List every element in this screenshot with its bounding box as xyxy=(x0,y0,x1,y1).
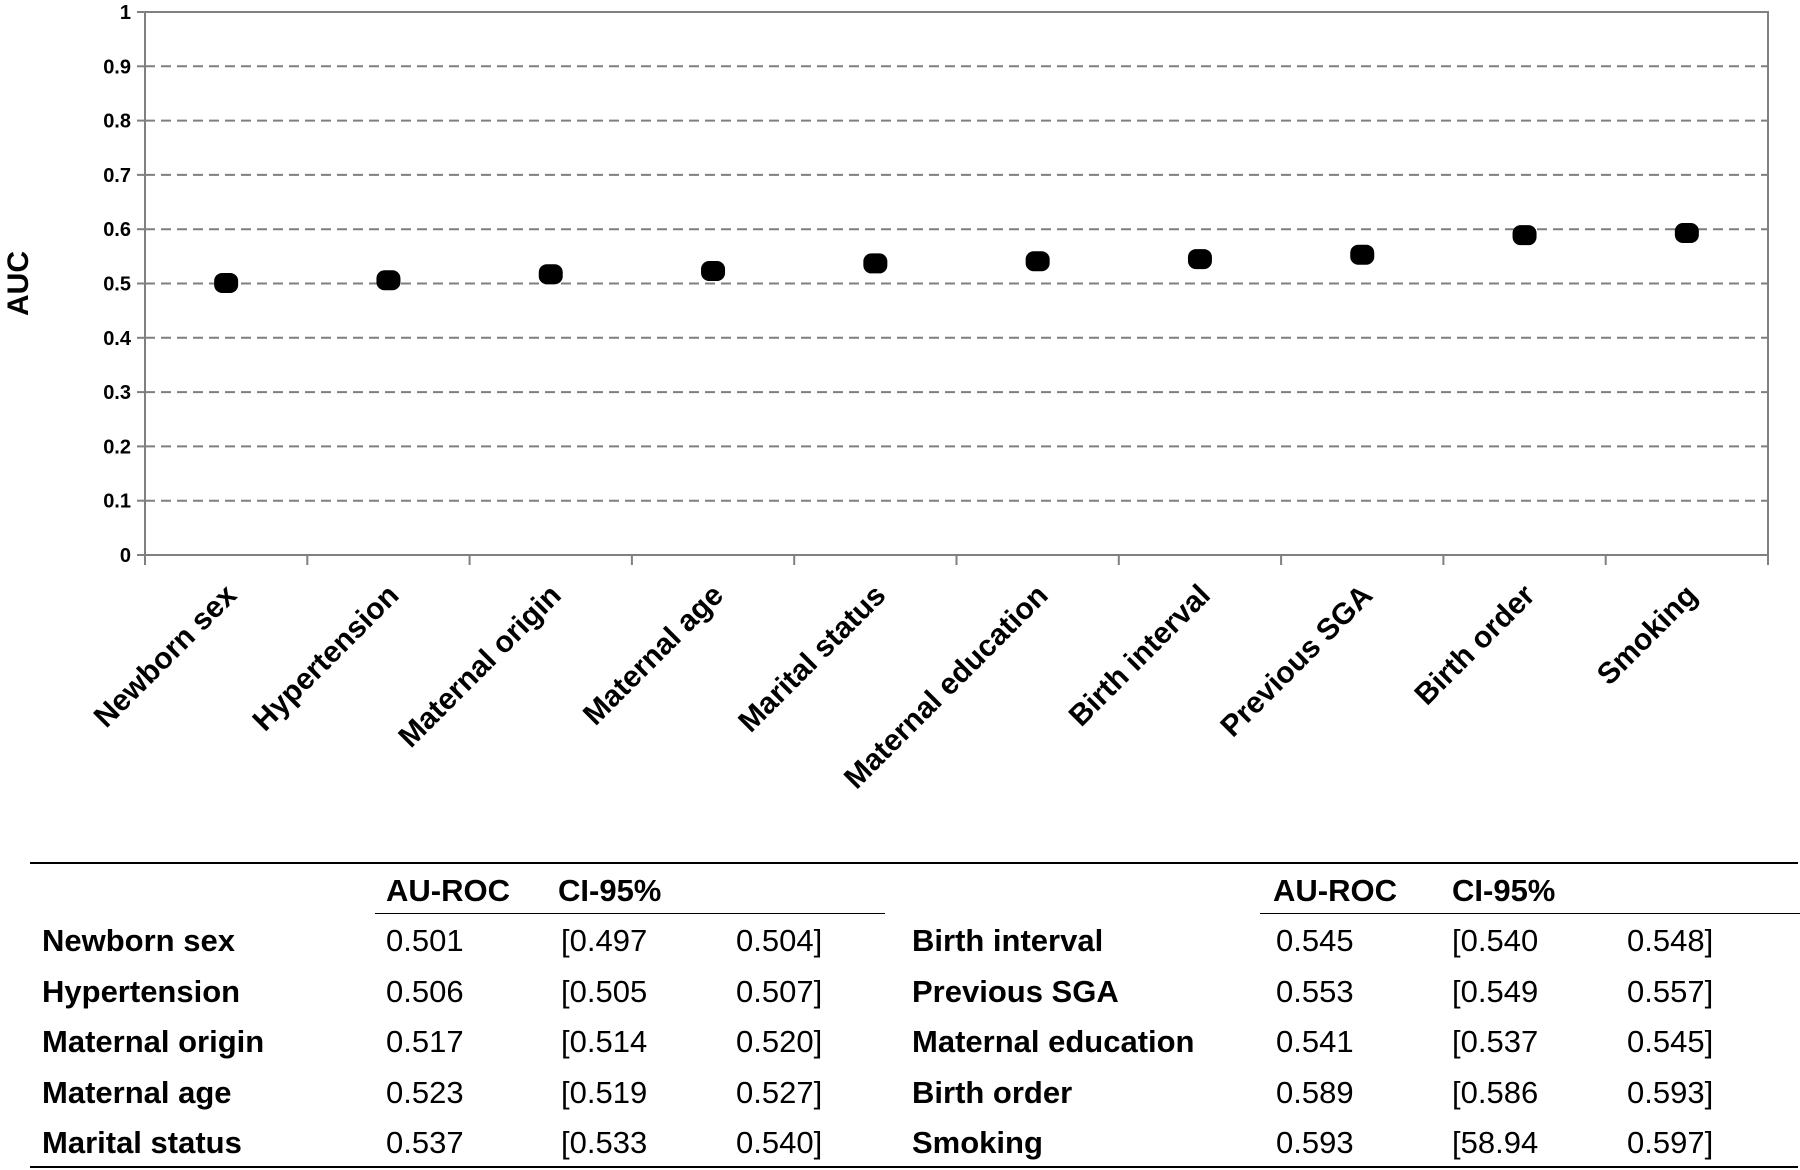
right-auroc-cell: 0.545 xyxy=(1276,923,1354,958)
right-ci-high-cell: 0.557] xyxy=(1627,973,1714,1009)
right-ci-high-cell: 0.597] xyxy=(1627,1125,1714,1160)
left-auroc-header: AU-ROC xyxy=(386,873,510,908)
right-auroc-header: AU-ROC xyxy=(1273,873,1397,908)
left-auroc-cell: 0.517 xyxy=(386,1024,464,1059)
left-ci-header: CI-95% xyxy=(558,873,662,908)
left-ci-low-cell: [0.505 xyxy=(561,973,648,1009)
data-point xyxy=(1350,244,1375,265)
data-point xyxy=(1512,225,1537,246)
x-category-label: Smoking xyxy=(1591,579,1704,692)
y-tick-label: 0.3 xyxy=(103,382,131,404)
left-ci-high-cell: 0.520] xyxy=(736,1024,823,1059)
y-tick-label: 0.8 xyxy=(103,111,131,133)
data-point xyxy=(1025,251,1050,272)
left-label-cell: Newborn sex xyxy=(42,923,235,958)
y-tick-label: 0.7 xyxy=(103,165,131,187)
data-points xyxy=(214,223,1699,293)
y-tick-label: 0.9 xyxy=(103,56,131,78)
data-point xyxy=(376,270,401,291)
x-category-label: Birth interval xyxy=(1063,579,1217,733)
left-auroc-cell: 0.506 xyxy=(386,973,464,1009)
header-underline-right xyxy=(1260,913,1800,914)
data-point xyxy=(1674,223,1699,244)
x-category-label: Birth order xyxy=(1409,578,1542,711)
y-tick-label: 0.1 xyxy=(103,491,131,513)
right-ci-high-cell: 0.593] xyxy=(1627,1074,1714,1110)
data-point xyxy=(701,261,726,282)
x-category-label: Maternal age xyxy=(577,579,730,732)
right-ci-low-cell: [0.586 xyxy=(1452,1074,1539,1110)
left-ci-low-cell: [0.519 xyxy=(561,1074,648,1110)
left-label-cell: Hypertension xyxy=(42,973,241,1009)
left-auroc-cell: 0.537 xyxy=(386,1125,464,1160)
table-top-rule xyxy=(30,862,1798,864)
left-ci-low-cell: [0.533 xyxy=(561,1125,648,1160)
right-ci-low-cell: [0.540 xyxy=(1452,923,1539,958)
left-ci-high-cell: 0.507] xyxy=(736,973,823,1009)
x-category-label: Maternal origin xyxy=(392,579,567,754)
right-auroc-cell: 0.593 xyxy=(1276,1125,1354,1160)
right-label-cell: Birth interval xyxy=(912,923,1104,958)
right-ci-high-cell: 0.545] xyxy=(1627,1024,1714,1059)
data-point xyxy=(863,253,888,274)
data-point xyxy=(1187,249,1212,270)
gridlines xyxy=(145,65,1768,502)
y-tick-label: 0.2 xyxy=(103,436,131,458)
x-category-label: Hypertension xyxy=(246,579,405,738)
left-ci-low-cell: [0.497 xyxy=(561,923,648,958)
left-label-cell: Maternal origin xyxy=(42,1024,265,1059)
left-ci-low-cell: [0.514 xyxy=(561,1024,648,1059)
y-tick-label: 0.6 xyxy=(103,219,131,241)
right-auroc-cell: 0.589 xyxy=(1276,1074,1354,1110)
right-label-cell: Smoking xyxy=(912,1125,1043,1160)
right-label-cell: Previous SGA xyxy=(912,973,1119,1009)
x-category-label: Previous SGA xyxy=(1214,579,1379,744)
table-bottom-rule xyxy=(30,1166,1798,1168)
data-point xyxy=(214,272,239,293)
header-underline-left xyxy=(375,913,885,914)
left-auroc-cell: 0.501 xyxy=(386,923,464,958)
right-ci-low-cell: [0.537 xyxy=(1452,1024,1539,1059)
left-label-cell: Marital status xyxy=(42,1125,242,1160)
y-axis: 0 0.1 0.2 0.3 0.4 0.5 0.6 0.7 0.8 0.9 1 xyxy=(103,2,145,567)
right-auroc-cell: 0.541 xyxy=(1276,1024,1354,1059)
right-label-cell: Birth order xyxy=(912,1074,1073,1110)
y-tick-label: 0.5 xyxy=(103,274,131,296)
right-auroc-cell: 0.553 xyxy=(1276,973,1354,1009)
y-tick-label: 0.4 xyxy=(103,328,132,350)
x-category-label: Newborn sex xyxy=(88,578,244,734)
left-ci-high-cell: 0.504] xyxy=(736,923,823,958)
left-label-cell: Maternal age xyxy=(42,1074,232,1110)
left-auroc-cell: 0.523 xyxy=(386,1074,464,1110)
auc-chart: 0 0.1 0.2 0.3 0.4 0.5 0.6 0.7 0.8 0.9 1 Newborn se… xyxy=(2,2,1769,795)
left-ci-high-cell: 0.540] xyxy=(736,1125,823,1160)
right-label-cell: Maternal education xyxy=(912,1024,1195,1059)
data-point xyxy=(538,264,563,285)
y-axis-label: AUC xyxy=(2,251,35,316)
x-category-label: Marital status xyxy=(732,579,892,739)
right-ci-high-cell: 0.548] xyxy=(1627,923,1714,958)
y-tick-label: 1 xyxy=(120,2,131,24)
right-ci-header: CI-95% xyxy=(1452,873,1556,908)
left-ci-high-cell: 0.527] xyxy=(736,1074,823,1110)
right-ci-low-cell: [58.94 xyxy=(1452,1125,1539,1160)
right-ci-low-cell: [0.549 xyxy=(1452,973,1539,1009)
y-tick-label: 0 xyxy=(120,545,131,567)
